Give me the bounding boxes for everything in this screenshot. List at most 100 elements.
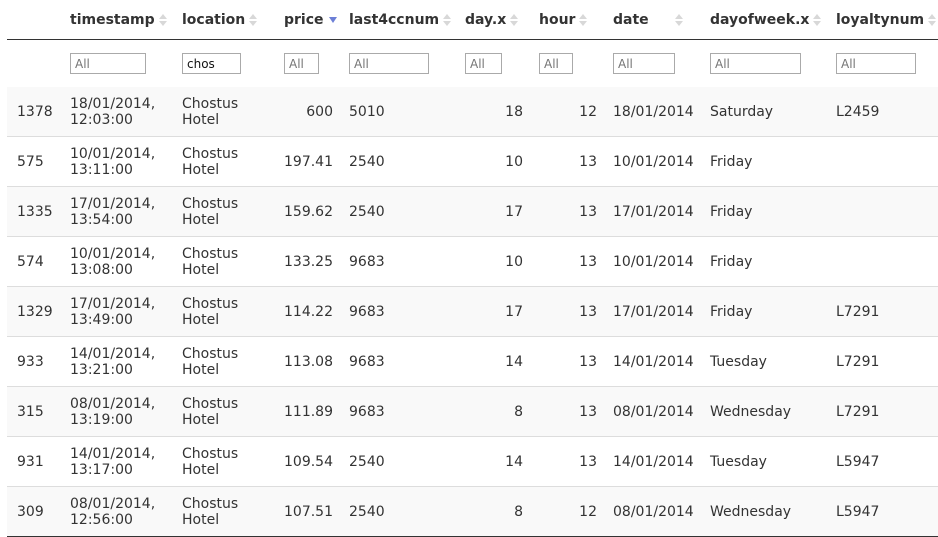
table-cell-loyaltynum	[828, 186, 938, 237]
timestamp-time: 13:49:00	[70, 311, 133, 328]
header-label: loyaltynum	[836, 11, 925, 28]
timestamp-date: 08/01/2014,	[70, 395, 156, 412]
table-cell-loyaltynum: L7291	[828, 336, 938, 387]
timestamp-date: 10/01/2014,	[70, 245, 156, 262]
header-label: date	[613, 11, 649, 28]
header-label: dayofweek.x	[710, 11, 810, 28]
header-label: location	[182, 11, 246, 28]
table-cell-date: 14/01/2014	[605, 436, 702, 487]
table-cell-loyaltynum: L2459	[828, 87, 938, 137]
table-cell-dayofweek-x: Friday	[702, 136, 828, 187]
filter-input-loyaltynum[interactable]	[836, 53, 916, 74]
table-cell-dayofweek-x: Wednesday	[702, 486, 828, 537]
location-line1: Chostus	[182, 445, 239, 462]
location-line2: Hotel	[182, 411, 220, 428]
table-cell-rownum: 575	[7, 136, 62, 187]
table-cell-date: 14/01/2014	[605, 336, 702, 387]
header-last4ccnum[interactable]: last4ccnum	[341, 0, 457, 40]
filter-cell	[605, 40, 702, 88]
table-cell-timestamp: 10/01/2014, 13:11:00	[62, 136, 174, 187]
location-line1: Chostus	[182, 295, 239, 312]
table-cell-rownum: 1378	[7, 87, 62, 137]
header-dayofweek-x[interactable]: dayofweek.x	[702, 0, 828, 40]
location-line2: Hotel	[182, 161, 220, 178]
table-cell-timestamp: 08/01/2014, 12:56:00	[62, 486, 174, 537]
filter-input-dayofweek-x[interactable]	[710, 53, 801, 74]
table-cell-day-x: 14	[457, 336, 531, 387]
table-cell-loyaltynum: L5947	[828, 436, 938, 487]
table-row: 933 14/01/2014, 13:21:00 Chostus Hotel 113.08…	[7, 336, 938, 387]
table-cell-hour: 13	[531, 386, 605, 437]
table-cell-location: Chostus Hotel	[174, 286, 276, 337]
filter-input-hour[interactable]	[539, 53, 573, 74]
header-loyaltynum[interactable]: loyaltynum	[828, 0, 938, 40]
filter-cell	[457, 40, 531, 88]
filter-input-timestamp[interactable]	[70, 53, 146, 74]
location-line1: Chostus	[182, 395, 239, 412]
filter-cell	[828, 40, 938, 88]
table-cell-price: 113.08	[276, 336, 341, 387]
table-cell-hour: 13	[531, 286, 605, 337]
table-cell-last4ccnum: 9683	[341, 386, 457, 437]
table-cell-location: Chostus Hotel	[174, 336, 276, 387]
table-cell-dayofweek-x: Tuesday	[702, 436, 828, 487]
header-price[interactable]: price	[276, 0, 341, 40]
header-location[interactable]: location	[174, 0, 276, 40]
table-cell-rownum: 1329	[7, 286, 62, 337]
table-cell-day-x: 17	[457, 186, 531, 237]
table-cell-price: 600	[276, 87, 341, 137]
filter-cell	[531, 40, 605, 88]
table-cell-timestamp: 17/01/2014, 13:54:00	[62, 186, 174, 237]
filter-cell	[174, 40, 276, 88]
table-cell-last4ccnum: 2540	[341, 436, 457, 487]
table-cell-date: 08/01/2014	[605, 386, 702, 437]
location-line2: Hotel	[182, 211, 220, 228]
table-cell-loyaltynum	[828, 136, 938, 187]
timestamp-date: 08/01/2014,	[70, 495, 156, 512]
header-hour[interactable]: hour	[531, 0, 605, 40]
table-cell-timestamp: 14/01/2014, 13:21:00	[62, 336, 174, 387]
location-line2: Hotel	[182, 111, 220, 128]
table-row: 575 10/01/2014, 13:11:00 Chostus Hotel 197.41…	[7, 136, 938, 187]
header-timestamp[interactable]: timestamp	[62, 0, 174, 40]
table-cell-location: Chostus Hotel	[174, 186, 276, 237]
table-cell-loyaltynum: L7291	[828, 286, 938, 337]
table-cell-hour: 13	[531, 336, 605, 387]
filter-input-date[interactable]	[613, 53, 675, 74]
table-cell-date: 17/01/2014	[605, 286, 702, 337]
sort-both-icon	[510, 13, 519, 27]
table-cell-last4ccnum: 9683	[341, 336, 457, 387]
table-cell-dayofweek-x: Wednesday	[702, 386, 828, 437]
sort-both-icon	[579, 13, 588, 27]
filter-cell	[276, 40, 341, 88]
table-cell-hour: 13	[531, 136, 605, 187]
table-cell-last4ccnum: 2540	[341, 186, 457, 237]
data-table: timestamp location price last4ccnum day.…	[7, 0, 938, 537]
filter-input-last4ccnum[interactable]	[349, 53, 429, 74]
header-date[interactable]: date	[605, 0, 702, 40]
filter-input-location[interactable]	[182, 53, 241, 74]
table-row: 1329 17/01/2014, 13:49:00 Chostus Hotel 114.2…	[7, 286, 938, 337]
table-cell-day-x: 14	[457, 436, 531, 487]
timestamp-time: 13:08:00	[70, 261, 133, 278]
filter-input-price[interactable]	[284, 53, 319, 74]
sort-both-icon	[158, 13, 167, 27]
table-cell-dayofweek-x: Tuesday	[702, 336, 828, 387]
filter-cell	[341, 40, 457, 88]
table-cell-day-x: 8	[457, 486, 531, 537]
table-cell-dayofweek-x: Saturday	[702, 87, 828, 137]
table-cell-hour: 13	[531, 436, 605, 487]
table-cell-timestamp: 10/01/2014, 13:08:00	[62, 236, 174, 287]
timestamp-time: 13:21:00	[70, 361, 133, 378]
table-cell-price: 114.22	[276, 286, 341, 337]
filter-input-day-x[interactable]	[465, 53, 502, 74]
sort-both-icon	[928, 13, 937, 27]
timestamp-time: 13:17:00	[70, 461, 133, 478]
location-line1: Chostus	[182, 245, 239, 262]
location-line2: Hotel	[182, 361, 220, 378]
table-cell-last4ccnum: 2540	[341, 486, 457, 537]
table-cell-day-x: 17	[457, 286, 531, 337]
table-cell-dayofweek-x: Friday	[702, 186, 828, 237]
table-cell-timestamp: 08/01/2014, 13:19:00	[62, 386, 174, 437]
header-day-x[interactable]: day.x	[457, 0, 531, 40]
